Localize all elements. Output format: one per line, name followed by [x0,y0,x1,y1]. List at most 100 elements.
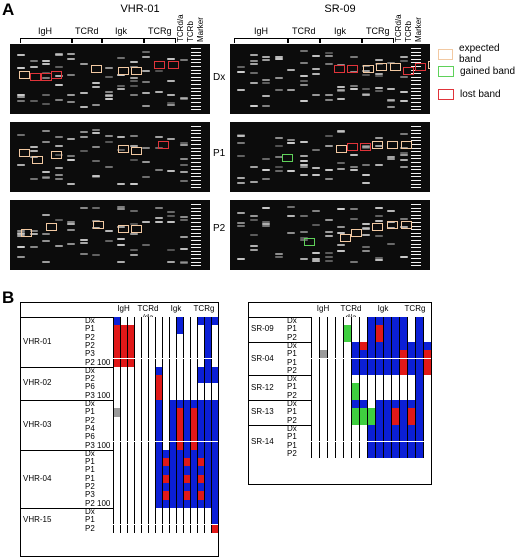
heatmap-cell [183,400,190,409]
heatmap-cell [148,408,155,417]
heatmap-cell [120,483,127,492]
gel-band [349,260,358,263]
band-highlight-box [375,63,387,71]
heatmap-cell [183,391,190,400]
marker-band [191,51,201,53]
heatmap-cell [375,317,383,326]
gel-lane [236,44,246,114]
gel-band [54,136,63,139]
heatmap-cell [375,441,383,450]
heatmap-cell [120,524,127,533]
gel-band [374,86,383,89]
marker-band [411,169,421,171]
marker-band [411,91,421,93]
marker-band [411,140,421,142]
heatmap-cell [197,350,204,359]
gel-lane [299,200,309,270]
gel-band [154,70,163,73]
gel-band [67,57,75,60]
marker-band [191,207,201,209]
gel-band [29,156,38,159]
marker-band [191,247,201,249]
heatmap-cell [415,408,423,417]
gel-lane [41,122,51,192]
gel-band [179,248,188,251]
heatmap-cell [335,333,343,342]
heatmap-cell [162,491,169,500]
marker-band [191,187,201,189]
heatmap-cell [367,341,375,351]
gel-band [167,221,175,224]
heatmap-cell [204,499,211,508]
heatmap-cell [183,433,190,442]
heatmap-cell [190,333,197,342]
heatmap-cell [351,325,359,334]
heatmap-row-label: Dx [287,423,297,433]
heatmap-cell [169,383,176,392]
gel-band [129,144,138,147]
gel-band [312,210,320,213]
row-label-dx: Dx [213,72,226,83]
heatmap-cell [375,383,383,392]
gel-band [299,61,308,64]
heatmap-cell [169,507,176,517]
band-highlight-box [168,61,180,70]
gel-lane [154,122,164,192]
heatmap-cell [415,441,423,450]
marker-band [191,136,201,138]
heatmap-cell [359,441,367,450]
gel-band [274,165,283,168]
heatmap-cell [423,333,431,342]
gel-band [67,228,75,231]
heatmap-row-label: P3 [85,349,95,359]
marker-band [191,258,201,259]
vhr01-igk-bracket [102,38,144,43]
heatmap-cell [127,424,134,434]
gel-lane [399,200,409,270]
gel-band [374,145,383,148]
gel-band [142,92,150,95]
heatmap-cell [183,424,190,434]
gel-band [337,231,345,234]
gel-band [349,84,358,87]
heatmap-group-label: SR-13 [251,407,274,417]
heatmap-cell [327,391,335,400]
heatmap-cell [407,383,415,392]
heatmap-cell [197,449,204,459]
gel-band [274,89,283,92]
heatmap-cell [399,441,407,450]
heatmap-cell [134,507,141,517]
heatmap-cell [113,317,120,326]
heatmap-column-header: TCRg [193,304,215,313]
marker-band [191,236,201,238]
heatmap-cell [120,358,127,367]
gel-band [17,256,25,259]
band-highlight-box [118,66,129,75]
gel-band [142,105,150,108]
heatmap-cell [148,466,155,475]
gel-band [117,261,125,264]
heatmap-cell [211,383,218,392]
gel-lane [79,200,89,270]
heatmap-cell [391,341,399,351]
heatmap-cell [148,341,155,351]
heatmap-cell [190,375,197,384]
heatmap-cell [169,350,176,359]
gel-lane [286,44,296,114]
gel-band [312,167,320,170]
heatmap-cell [327,383,335,392]
sr09-igh-bracket [234,38,288,43]
heatmap-cell [204,449,211,459]
marker-band [191,211,201,213]
heatmap-cell [162,408,169,417]
gel-band [362,227,370,230]
band-highlight-box [401,220,412,229]
band-highlight-box [386,220,398,229]
gel-band [249,53,258,56]
heatmap-cell [120,341,127,351]
gel-band [299,164,308,167]
gel-band [312,257,320,260]
gel-band [179,163,188,166]
lost-band-label: lost band [460,89,501,100]
gel-band [349,153,358,156]
